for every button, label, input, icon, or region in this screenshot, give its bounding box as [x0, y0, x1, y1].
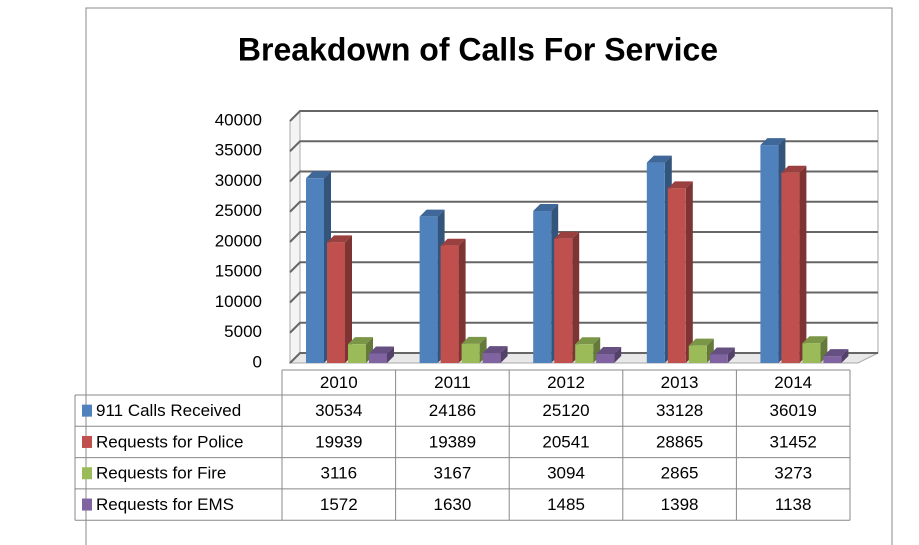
- bar-top: [419, 209, 445, 217]
- bar-side: [458, 238, 466, 363]
- bar: [461, 343, 480, 363]
- bar-top: [369, 346, 394, 354]
- table-value: 2865: [661, 464, 699, 483]
- y-tick-label: 30000: [215, 171, 262, 190]
- table-value: 30534: [315, 401, 362, 420]
- table-value: 1630: [433, 495, 471, 514]
- bar-side: [841, 349, 849, 363]
- bar-top: [596, 347, 622, 355]
- legend-label: Requests for Police: [96, 432, 243, 451]
- bar-top: [781, 165, 807, 173]
- legend-swatch: [82, 498, 92, 511]
- table-value: 1138: [775, 495, 812, 514]
- table-value: 1485: [547, 495, 585, 514]
- x-tick-label: 2012: [547, 373, 585, 392]
- bar-side: [685, 181, 693, 363]
- bar: [760, 145, 779, 363]
- table-value: 31452: [770, 432, 817, 451]
- table-value: 3094: [547, 464, 585, 483]
- legend-swatch: [82, 435, 92, 448]
- bar: [533, 211, 552, 363]
- bar: [575, 344, 594, 363]
- legend-swatch: [82, 404, 92, 417]
- bar-top: [760, 138, 786, 146]
- bar-top: [823, 349, 849, 357]
- bar-top: [461, 336, 487, 344]
- legend-label: Requests for EMS: [96, 495, 234, 514]
- bar-side: [572, 231, 580, 363]
- y-tick-label: 40000: [215, 110, 262, 129]
- bar-top: [575, 337, 601, 345]
- table-value: 19939: [315, 432, 362, 451]
- bar: [419, 216, 438, 363]
- bar-top: [533, 204, 559, 212]
- table-value: 3273: [774, 464, 812, 483]
- bar: [554, 238, 573, 363]
- bar-side: [614, 347, 622, 363]
- bar-side: [500, 346, 508, 363]
- bar-top: [482, 346, 508, 354]
- grid-line: [289, 170, 878, 183]
- legend-swatch: [82, 467, 92, 480]
- bar: [327, 242, 345, 363]
- x-tick-label: 2010: [320, 373, 358, 392]
- bar-top: [646, 155, 672, 163]
- bar: [596, 354, 615, 363]
- bar: [369, 353, 387, 363]
- bar-side: [727, 347, 735, 363]
- bar: [781, 172, 800, 363]
- table-value: 25120: [542, 401, 589, 420]
- table-value: 36019: [770, 401, 817, 420]
- y-tick-label: 25000: [215, 201, 262, 220]
- bar: [440, 245, 459, 363]
- table-value: 1398: [661, 495, 699, 514]
- x-tick-label: 2014: [774, 373, 812, 392]
- y-tick-label: 35000: [215, 141, 262, 160]
- bar-top: [440, 238, 466, 246]
- bar: [802, 343, 821, 363]
- bar-top: [306, 171, 331, 179]
- table-value: 19389: [429, 432, 476, 451]
- bar: [688, 345, 707, 363]
- table-value: 20541: [542, 432, 589, 451]
- table-value: 3167: [433, 464, 471, 483]
- bar-top: [709, 347, 735, 355]
- table-value: 33128: [656, 401, 703, 420]
- grid-line: [289, 110, 878, 122]
- y-tick-label: 15000: [215, 262, 262, 281]
- bar: [306, 178, 324, 363]
- x-tick-label: 2013: [661, 373, 699, 392]
- y-tick-label: 0: [253, 352, 262, 371]
- y-tick-label: 10000: [215, 292, 262, 311]
- bar: [646, 162, 665, 363]
- bar: [667, 188, 686, 363]
- y-tick-label: 20000: [215, 231, 262, 250]
- bar-side: [345, 235, 352, 363]
- bar-top: [667, 181, 693, 189]
- grid-line: [289, 140, 878, 152]
- legend-label: Requests for Fire: [96, 464, 226, 483]
- bar: [823, 356, 842, 363]
- bar: [482, 353, 501, 363]
- table-value: 28865: [656, 432, 703, 451]
- chart-title: Breakdown of Calls For Service: [238, 31, 718, 67]
- bar: [709, 354, 728, 363]
- bar-top: [348, 337, 373, 345]
- bar-top: [327, 235, 352, 243]
- bar-side: [799, 165, 807, 363]
- bar-top: [802, 336, 828, 344]
- bar-side: [387, 346, 394, 363]
- table-value: 24186: [429, 401, 476, 420]
- bar-top: [554, 231, 580, 239]
- table-value: 3116: [321, 464, 358, 483]
- bar-top: [688, 338, 714, 346]
- x-tick-label: 2011: [434, 373, 471, 392]
- table-value: 1572: [320, 495, 358, 514]
- bar: [348, 344, 366, 363]
- y-tick-label: 5000: [224, 322, 262, 341]
- legend-label: 911 Calls Received: [96, 401, 241, 420]
